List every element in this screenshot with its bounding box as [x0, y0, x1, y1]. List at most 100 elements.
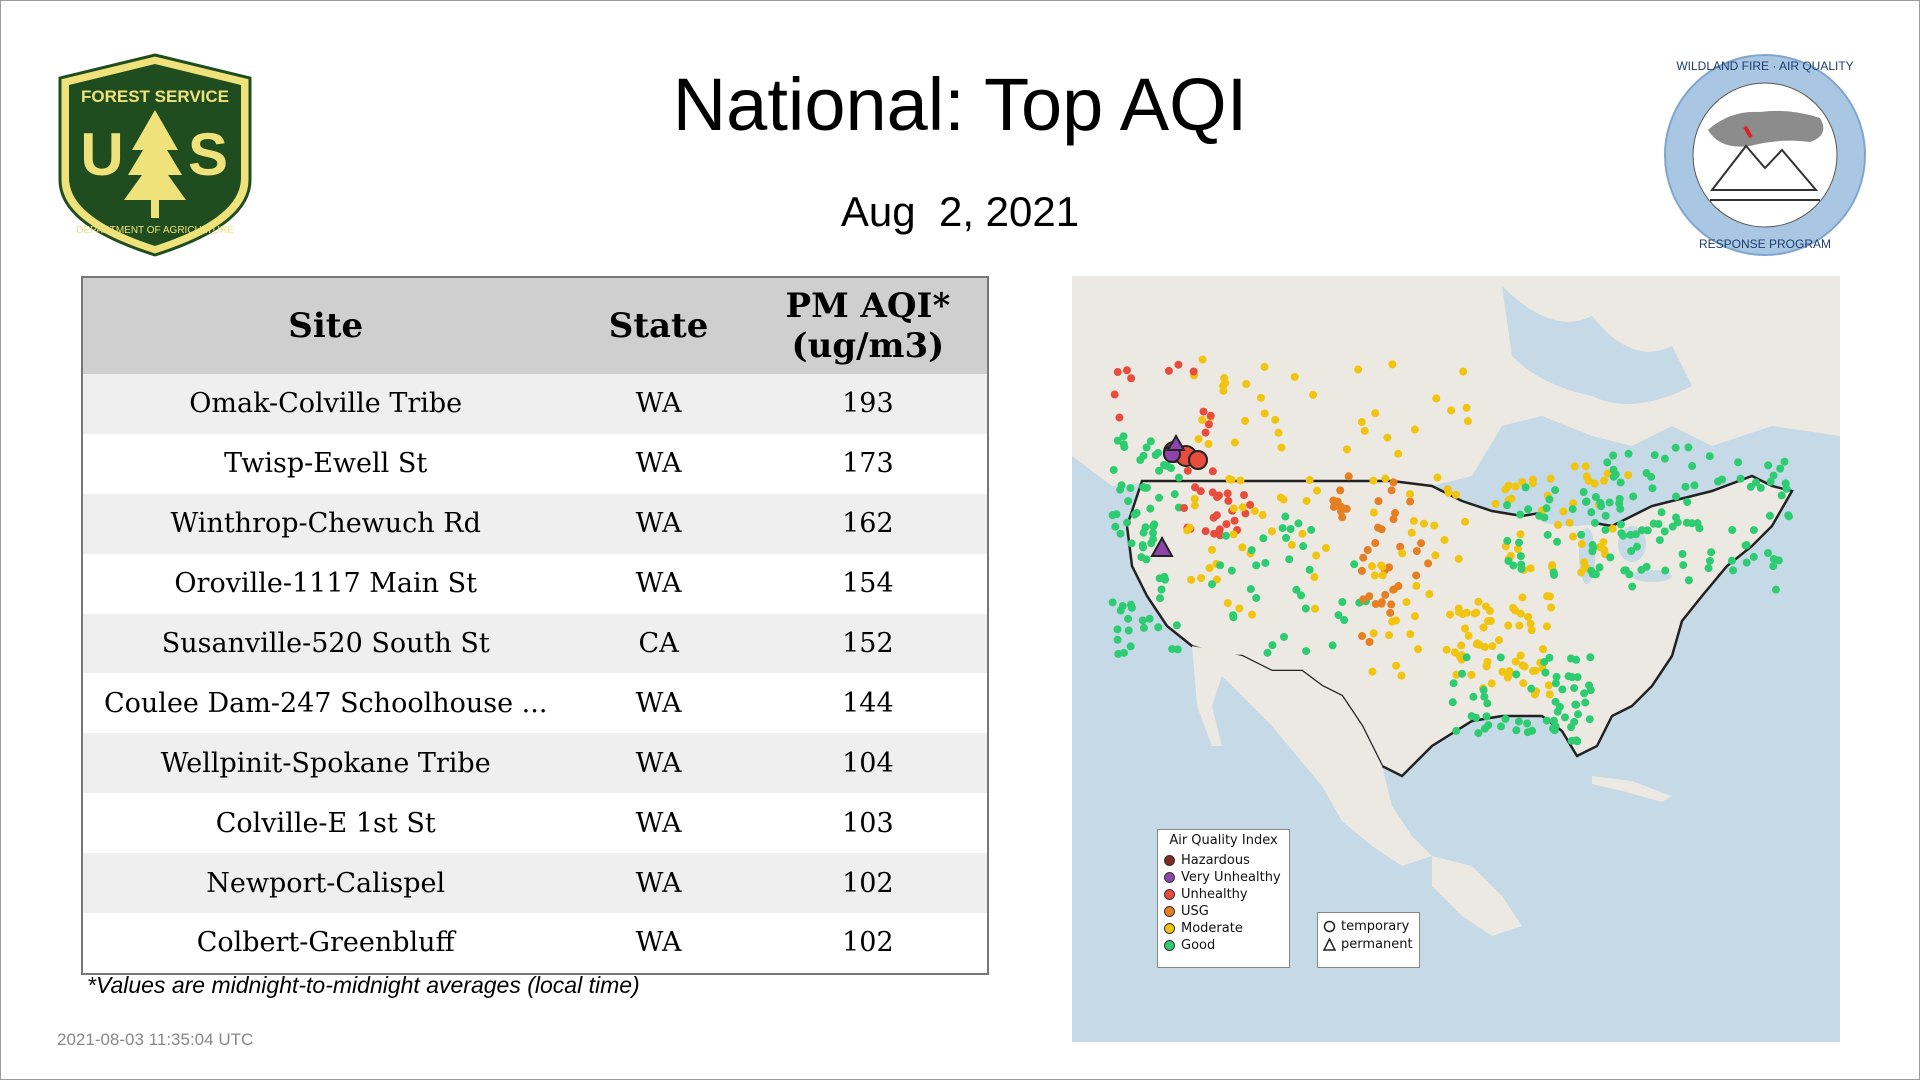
station-marker	[1781, 479, 1790, 488]
station-marker	[1305, 476, 1314, 485]
column-header-aqi: PM AQI* (ug/m3)	[748, 277, 988, 374]
station-marker	[1279, 632, 1288, 641]
station-marker	[1183, 526, 1192, 535]
station-marker	[1469, 692, 1478, 701]
svg-text:S: S	[188, 121, 228, 188]
station-marker	[1605, 498, 1614, 507]
station-marker	[1321, 544, 1330, 553]
station-marker	[1784, 512, 1793, 521]
station-marker	[1523, 728, 1532, 737]
station-marker	[1771, 585, 1780, 594]
station-marker	[1173, 645, 1182, 654]
table-row: Oroville-1117 Main St WA 154	[82, 554, 988, 614]
station-marker	[1227, 475, 1236, 484]
station-marker	[1467, 670, 1476, 679]
station-marker	[1551, 486, 1560, 495]
station-marker	[1242, 380, 1251, 389]
cell-aqi: 152	[748, 613, 988, 674]
station-marker	[1368, 667, 1377, 676]
station-marker	[1260, 409, 1269, 418]
station-marker	[1377, 599, 1386, 608]
station-marker	[1705, 452, 1714, 461]
station-marker	[1201, 527, 1210, 536]
station-marker	[1250, 507, 1259, 516]
station-marker	[1504, 621, 1513, 630]
station-marker	[1123, 518, 1132, 527]
station-marker	[1137, 553, 1146, 562]
legend-label: Good	[1181, 938, 1216, 953]
station-marker	[1503, 501, 1512, 510]
usg-dot-icon	[1164, 906, 1175, 917]
station-marker	[1683, 497, 1692, 506]
station-marker	[1542, 504, 1551, 513]
station-marker	[1498, 667, 1507, 676]
station-marker	[1728, 525, 1737, 534]
station-marker	[1568, 505, 1577, 514]
station-marker	[1756, 483, 1765, 492]
svg-text:RESPONSE PROGRAM: RESPONSE PROGRAM	[1699, 237, 1831, 251]
station-marker	[1551, 697, 1560, 706]
station-marker	[1769, 562, 1778, 571]
station-marker	[1580, 558, 1589, 567]
station-marker	[1374, 497, 1383, 506]
station-marker	[1252, 593, 1261, 602]
station-marker	[1229, 530, 1238, 539]
station-marker	[1523, 719, 1532, 728]
station-marker	[1705, 556, 1714, 565]
station-marker	[1512, 726, 1521, 735]
station-marker	[1369, 476, 1378, 485]
station-marker	[1248, 610, 1257, 619]
legend-label: Hazardous	[1181, 853, 1250, 868]
legend-item-very-unhealthy: Very Unhealthy	[1158, 869, 1289, 886]
station-marker	[1487, 679, 1496, 688]
station-marker	[1142, 443, 1151, 452]
cell-site: Omak-Colville Tribe	[82, 374, 569, 434]
station-marker	[1274, 428, 1283, 437]
station-marker	[1191, 483, 1200, 492]
aqi-header-line2: (ug/m3)	[791, 326, 945, 366]
table-row: Newport-Calispel WA 102	[82, 853, 988, 914]
legend-label: Very Unhealthy	[1181, 870, 1281, 885]
station-marker	[1110, 390, 1119, 399]
station-marker	[1668, 522, 1677, 531]
station-marker	[1263, 648, 1272, 657]
station-marker	[1501, 714, 1510, 723]
station-marker	[1654, 519, 1663, 528]
station-marker	[1409, 516, 1418, 525]
station-marker	[1512, 670, 1521, 679]
table-row: Colville-E 1st St WA 103	[82, 793, 988, 853]
cell-state: CA	[568, 613, 749, 674]
table-header-row: Site State PM AQI* (ug/m3)	[82, 277, 988, 374]
station-marker	[1609, 472, 1618, 481]
footnote: *Values are midnight-to-midnight average…	[87, 972, 640, 998]
station-marker	[1150, 520, 1159, 529]
station-marker	[1684, 576, 1693, 585]
station-marker	[1655, 536, 1664, 545]
station-marker	[1197, 573, 1206, 582]
station-marker	[1236, 476, 1245, 485]
cell-aqi: 102	[748, 853, 988, 914]
station-marker	[1648, 484, 1657, 493]
station-marker	[1381, 590, 1390, 599]
station-marker	[1483, 657, 1492, 666]
station-marker	[1389, 478, 1398, 487]
station-marker	[1334, 611, 1343, 620]
table-row: Susanville-520 South St CA 152	[82, 613, 988, 674]
station-marker	[1729, 566, 1738, 575]
legend-item-usg: USG	[1158, 903, 1289, 920]
station-marker	[1572, 736, 1581, 745]
station-marker	[1417, 539, 1426, 548]
cell-state: WA	[568, 733, 749, 794]
station-marker	[1114, 649, 1123, 658]
station-marker	[1212, 511, 1221, 520]
cell-state: WA	[635, 568, 682, 600]
station-marker	[1115, 413, 1124, 422]
station-marker	[1229, 611, 1238, 620]
station-marker	[1524, 612, 1533, 621]
station-marker	[1452, 490, 1461, 499]
station-marker	[1419, 519, 1428, 528]
station-marker	[1223, 599, 1232, 608]
station-marker	[1357, 566, 1366, 575]
station-marker	[1392, 661, 1401, 670]
very-unhealthy-dot-icon	[1164, 872, 1175, 883]
